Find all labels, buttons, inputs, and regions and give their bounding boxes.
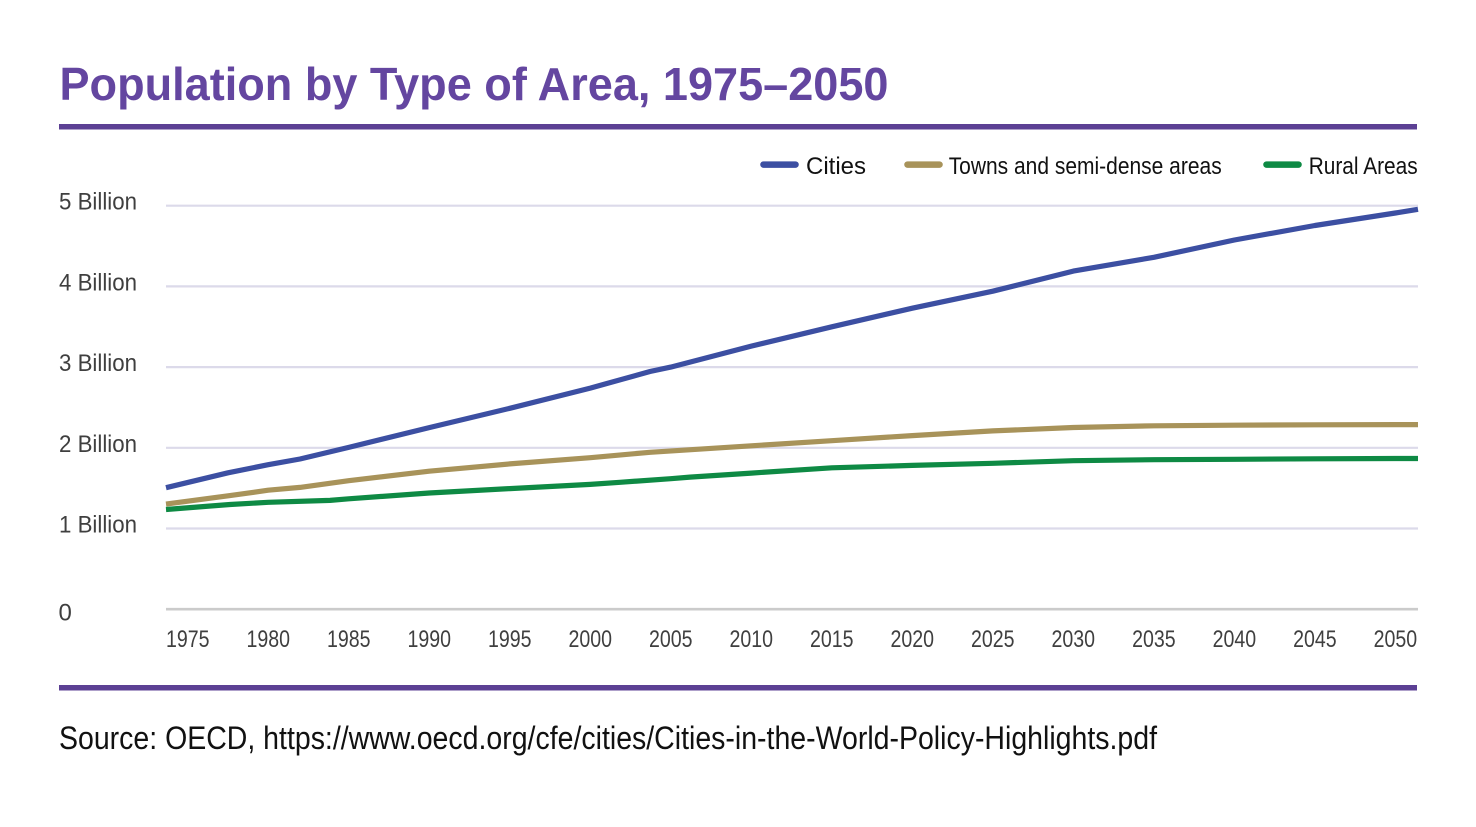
svg-text:5 Billion: 5 Billion (59, 189, 137, 216)
svg-text:2010: 2010 (730, 626, 774, 653)
svg-text:2015: 2015 (810, 626, 854, 653)
svg-text:4 Billion: 4 Billion (59, 269, 137, 296)
svg-text:2020: 2020 (891, 626, 935, 653)
svg-text:0: 0 (59, 599, 72, 626)
svg-text:2035: 2035 (1132, 626, 1176, 653)
svg-text:Rural Areas: Rural Areas (1309, 153, 1418, 180)
svg-text:2005: 2005 (649, 626, 693, 653)
svg-text:1980: 1980 (246, 626, 290, 653)
svg-text:2 Billion: 2 Billion (59, 431, 137, 458)
svg-text:1 Billion: 1 Billion (59, 512, 137, 539)
svg-text:Source: OECD, https://www.oecd: Source: OECD, https://www.oecd.org/cfe/c… (59, 720, 1157, 756)
svg-text:Towns and semi-dense areas: Towns and semi-dense areas (949, 153, 1222, 180)
svg-text:1990: 1990 (407, 626, 451, 653)
svg-text:2000: 2000 (569, 626, 613, 653)
svg-text:2050: 2050 (1374, 626, 1418, 653)
svg-text:Population by Type of Area, 19: Population by Type of Area, 1975–2050 (60, 58, 889, 110)
svg-text:2045: 2045 (1293, 626, 1337, 653)
svg-text:3 Billion: 3 Billion (59, 350, 137, 377)
svg-text:2040: 2040 (1213, 626, 1257, 653)
svg-text:2025: 2025 (971, 626, 1015, 653)
svg-text:1995: 1995 (488, 626, 532, 653)
svg-text:1985: 1985 (327, 626, 371, 653)
svg-text:2030: 2030 (1052, 626, 1096, 653)
svg-text:1975: 1975 (166, 626, 210, 653)
svg-text:Cities: Cities (806, 153, 866, 180)
